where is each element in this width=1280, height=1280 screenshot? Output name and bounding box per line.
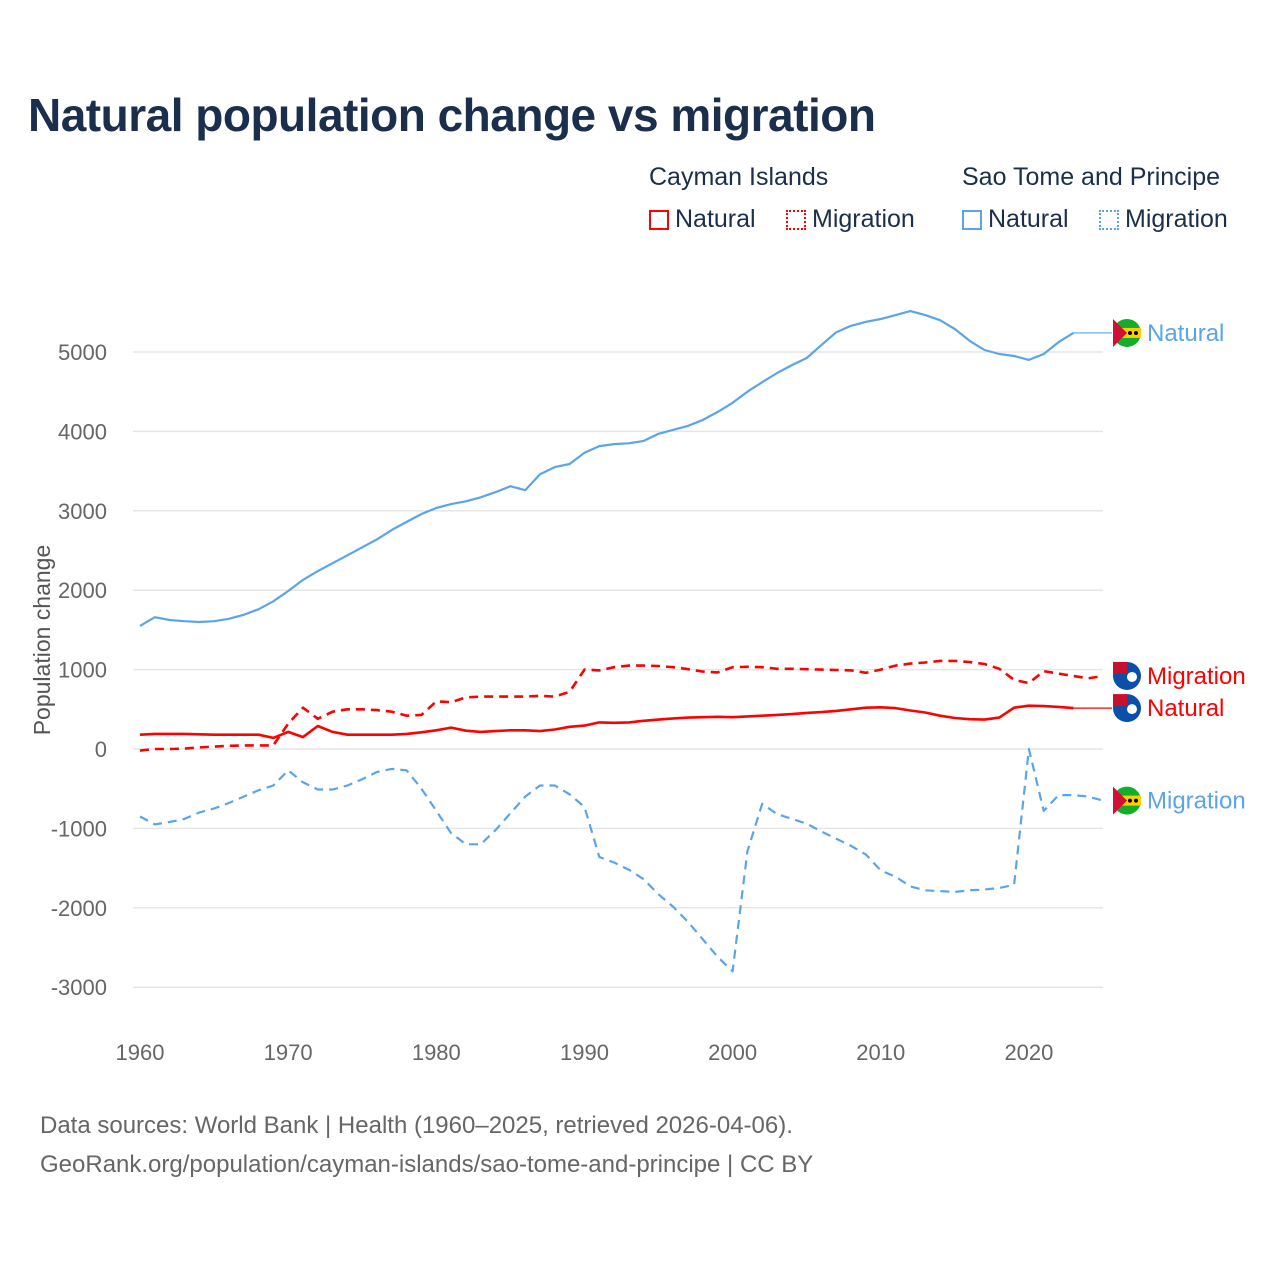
flag-star: [1134, 798, 1138, 803]
flag-star: [1128, 330, 1132, 335]
flag-triangle: [1113, 786, 1127, 815]
x-tick-label: 1970: [264, 1040, 313, 1065]
cayman-flag-icon: [1113, 661, 1141, 690]
legend-label: Natural: [988, 205, 1069, 233]
legend-group-sao-tome: Sao Tome and Principe: [962, 163, 1221, 191]
solid-swatch-icon: [962, 209, 982, 230]
legend-cayman-natural[interactable]: Natural: [649, 205, 756, 234]
series-end-label: Migration: [1147, 663, 1246, 690]
y-tick-label: 2000: [58, 578, 107, 603]
series-end-label: Migration: [1147, 788, 1246, 815]
dotted-swatch-icon: [786, 209, 806, 230]
legend-label: Natural: [675, 205, 756, 233]
flag-canton: [1113, 694, 1127, 707]
x-tick-label: 2020: [1004, 1040, 1053, 1065]
x-tick-label: 1980: [412, 1040, 461, 1065]
flag-triangle: [1113, 318, 1127, 347]
x-tick-label: 2000: [708, 1040, 757, 1065]
legend-sao-tome-migration[interactable]: Migration: [1099, 205, 1228, 234]
legend-label: Migration: [812, 205, 915, 233]
y-tick-label: 3000: [58, 499, 107, 524]
dotted-swatch-icon: [1099, 209, 1119, 230]
y-tick-label: -3000: [51, 975, 107, 1000]
flag-star: [1128, 798, 1132, 803]
y-tick-label: -2000: [51, 896, 107, 921]
sao-tome-flag-icon: [1113, 318, 1141, 347]
cayman-flag-icon: [1113, 694, 1141, 723]
footer: Data sources: World Bank | Health (1960–…: [40, 1106, 813, 1184]
legend-label: Migration: [1125, 205, 1228, 233]
x-tick-label: 1990: [560, 1040, 609, 1065]
y-tick-label: 5000: [58, 340, 107, 365]
x-tick-label: 2010: [856, 1040, 905, 1065]
legend-cayman-migration[interactable]: Migration: [786, 205, 915, 234]
legend-sao-tome-natural[interactable]: Natural: [962, 205, 1069, 234]
solid-swatch-icon: [649, 209, 669, 230]
flag-crest: [1127, 704, 1137, 715]
sao-tome-flag-icon: [1113, 786, 1141, 815]
series-line: [139, 659, 1104, 752]
flag-star: [1134, 330, 1138, 335]
footer-link[interactable]: GeoRank.org/population/cayman-islands/sa…: [40, 1151, 814, 1178]
y-tick-label: 4000: [58, 419, 107, 444]
series-line: [139, 704, 1074, 740]
series-line: [139, 747, 1104, 973]
y-tick-label: -1000: [51, 816, 107, 841]
flag-crest: [1127, 671, 1137, 682]
legend-group-cayman: Cayman Islands: [649, 163, 829, 191]
flag-canton: [1113, 661, 1127, 674]
x-tick-label: 1960: [116, 1040, 165, 1065]
y-tick-label: 1000: [58, 658, 107, 683]
y-axis-label: Population change: [29, 545, 55, 736]
series-line: [139, 310, 1074, 627]
series-end-label: Natural: [1147, 320, 1224, 347]
chart-title: Natural population change vs migration: [28, 89, 876, 141]
footer-sources: Data sources: World Bank | Health (1960–…: [40, 1112, 793, 1139]
series-end-label: Natural: [1147, 695, 1224, 722]
y-tick-label: 0: [95, 737, 107, 762]
